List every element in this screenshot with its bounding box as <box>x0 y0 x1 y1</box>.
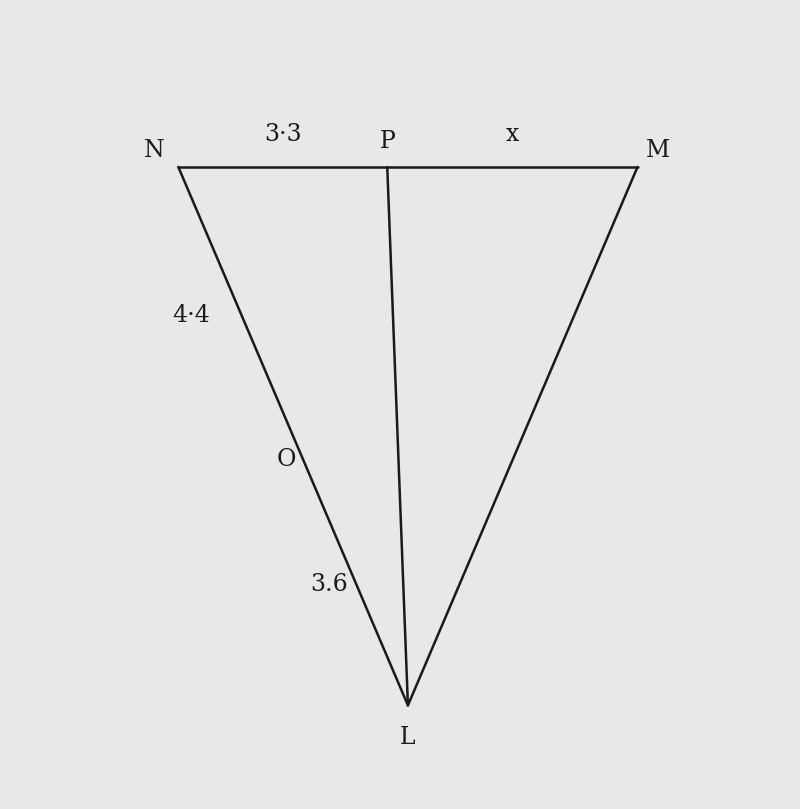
Text: 3·3: 3·3 <box>264 123 302 146</box>
Text: 3.6: 3.6 <box>310 573 347 595</box>
Text: M: M <box>646 139 670 162</box>
Text: 4·4: 4·4 <box>172 303 210 327</box>
Text: P: P <box>379 130 395 153</box>
Text: L: L <box>400 726 416 749</box>
Text: O: O <box>276 448 296 471</box>
Text: N: N <box>144 139 165 162</box>
Text: x: x <box>506 123 519 146</box>
